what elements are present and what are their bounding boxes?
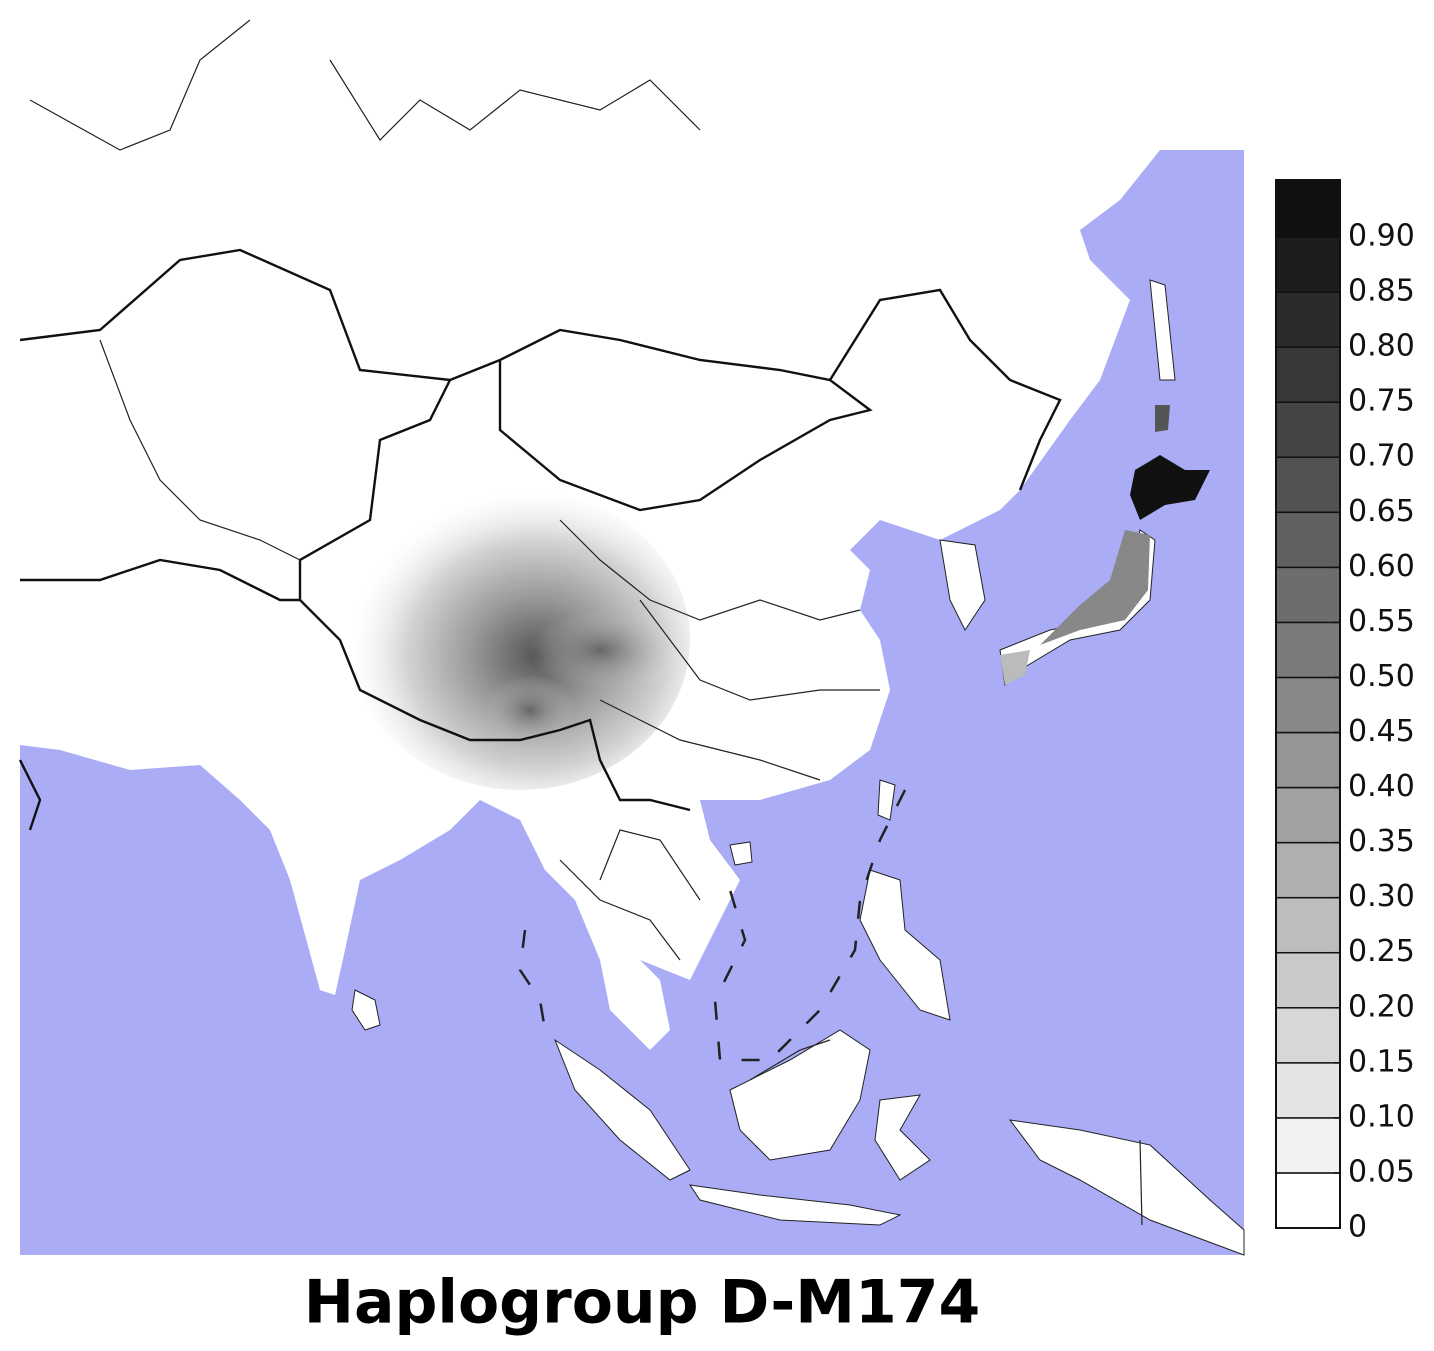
colorbar-tick-label: 0.40 <box>1348 769 1415 804</box>
borders <box>18 19 1143 1226</box>
frequency-shading <box>350 405 1210 790</box>
colorbar-tick-label: 0.45 <box>1348 714 1415 749</box>
colorbar-tick-label: 0.25 <box>1348 934 1415 969</box>
colorbar-band <box>1275 1007 1341 1064</box>
colorbar-tick-label: 0.30 <box>1348 879 1415 914</box>
colorbar-band <box>1275 841 1341 899</box>
colorbar-band <box>1275 179 1341 238</box>
colorbar-tick-label: 0 <box>1348 1210 1367 1245</box>
maritime-claim-line <box>518 789 907 1062</box>
colorbar-band <box>1275 566 1341 624</box>
colorbar-band <box>1275 1117 1341 1174</box>
colorbar-tick-label: 0.80 <box>1348 329 1415 364</box>
colorbar: 0 0.05 0.10 0.15 0.20 0.25 0.30 0.35 0.40 0.45 0.5… <box>1275 179 1415 1245</box>
colorbar-tick-label: 0.10 <box>1348 1099 1415 1134</box>
colorbar-tick-label: 0.55 <box>1348 604 1415 639</box>
colorbar-tick-label: 0.20 <box>1348 989 1415 1024</box>
colorbar-tick-label: 0.60 <box>1348 549 1415 584</box>
colorbar-tick-label: 0.05 <box>1348 1154 1415 1189</box>
colorbar-band <box>1275 291 1341 348</box>
colorbar-tick-label: 0.75 <box>1348 384 1415 419</box>
colorbar-tick-label: 0.70 <box>1348 439 1415 474</box>
islands <box>351 279 1245 1256</box>
map <box>18 0 1245 1256</box>
colorbar-tick-label: 0.90 <box>1348 219 1415 254</box>
colorbar-band <box>1275 951 1341 1009</box>
map-title: Haplogroup D-M174 <box>304 1268 981 1338</box>
colorbar-band <box>1275 1172 1341 1229</box>
colorbar-band <box>1275 401 1341 458</box>
colorbar-band <box>1275 786 1341 844</box>
colorbar-band <box>1275 731 1341 789</box>
colorbar-tick-label: 0.50 <box>1348 659 1415 694</box>
colorbar-band <box>1275 456 1341 514</box>
colorbar-band <box>1275 621 1341 679</box>
colorbar-band <box>1275 676 1341 734</box>
colorbar-frame <box>1275 179 1341 1229</box>
colorbar-tick-label: 0.85 <box>1348 274 1415 309</box>
colorbar-band <box>1275 236 1341 293</box>
colorbar-tick-label: 0.35 <box>1348 824 1415 859</box>
colorbar-tick-label: 0.15 <box>1348 1044 1415 1079</box>
colorbar-band <box>1275 346 1341 403</box>
colorbar-band <box>1275 1062 1341 1119</box>
colorbar-tick-label: 0.65 <box>1348 494 1415 529</box>
colorbar-band <box>1275 511 1341 569</box>
colorbar-band <box>1275 896 1341 954</box>
